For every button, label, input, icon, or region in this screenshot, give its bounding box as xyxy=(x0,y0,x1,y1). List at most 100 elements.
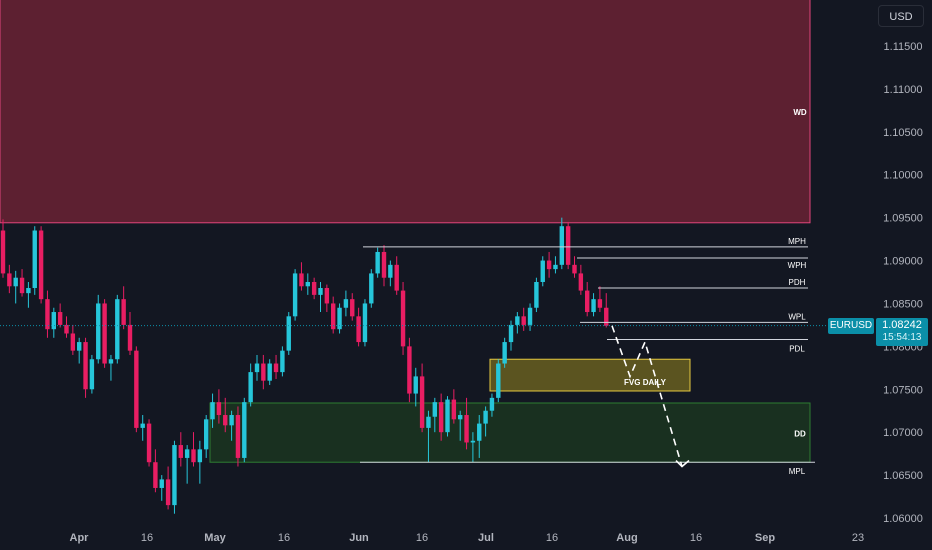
candle-body xyxy=(134,350,139,428)
candle-body xyxy=(432,402,437,417)
y-tick-label: 1.08500 xyxy=(883,298,923,310)
zone-label-dd: DD xyxy=(794,430,806,439)
current-price-value: 1.08242 xyxy=(882,319,922,331)
y-tick-label: 1.06500 xyxy=(883,470,923,482)
candle-body xyxy=(273,363,279,373)
candle-body xyxy=(146,423,152,463)
candle-body xyxy=(261,363,266,381)
candle-countdown: 15:54:13 xyxy=(882,332,922,343)
x-tick-label: 16 xyxy=(546,532,558,544)
candle-body xyxy=(540,260,545,282)
candle-body xyxy=(553,264,558,270)
candle-body xyxy=(57,312,63,325)
candle-body xyxy=(483,410,488,424)
symbol-tag: EURUSD xyxy=(828,318,874,334)
projection-arrowhead xyxy=(675,459,690,468)
level-label-mph: MPH xyxy=(788,237,806,246)
candle-body xyxy=(546,260,552,270)
candle-body xyxy=(70,333,76,351)
candle-body xyxy=(38,230,44,300)
candle-body xyxy=(153,462,158,488)
candle-body xyxy=(324,288,330,304)
zone-dd xyxy=(209,402,811,463)
candle-body xyxy=(242,402,247,458)
candle-body xyxy=(108,359,114,364)
candle-body xyxy=(369,273,374,304)
candle-body xyxy=(51,312,56,330)
candle-body xyxy=(299,273,304,287)
x-tick-label: 16 xyxy=(416,532,428,544)
candle-body xyxy=(559,226,564,265)
candle-body xyxy=(216,402,222,416)
x-tick-label: May xyxy=(204,532,226,544)
candle-body xyxy=(286,316,291,351)
candle-body xyxy=(508,324,514,343)
candle-body xyxy=(597,299,603,308)
candle-body xyxy=(407,346,412,394)
x-tick-label: 16 xyxy=(278,532,290,544)
zone-label-wd: WD xyxy=(793,108,807,117)
candle-body xyxy=(235,415,241,458)
candle-body xyxy=(254,363,260,373)
candle-body xyxy=(280,350,285,373)
candle-body xyxy=(197,449,203,463)
candle-body xyxy=(229,415,234,426)
y-tick-label: 1.06000 xyxy=(883,513,923,525)
candle-body xyxy=(210,402,215,420)
y-tick-label: 1.10000 xyxy=(883,170,923,182)
y-tick-label: 1.09500 xyxy=(883,213,923,225)
x-tick-label: 16 xyxy=(141,532,153,544)
candle-body xyxy=(184,449,190,458)
candle-body xyxy=(381,251,387,278)
candle-body xyxy=(159,479,164,488)
candle-body xyxy=(127,324,133,351)
candle-body xyxy=(89,359,95,390)
candle-body xyxy=(172,445,177,506)
candle-body xyxy=(591,299,596,313)
x-tick-label: 16 xyxy=(690,532,702,544)
candle-body xyxy=(515,316,520,325)
candle-body xyxy=(604,307,609,326)
candle-body xyxy=(502,342,507,364)
candle-body xyxy=(496,363,501,398)
candle-body xyxy=(426,416,431,428)
x-tick-label: Sep xyxy=(755,532,775,544)
zone-label-fvg-daily: FVG DAILY xyxy=(624,378,667,387)
currency-button[interactable]: USD xyxy=(878,5,924,27)
candle-body xyxy=(318,288,323,295)
candle-body xyxy=(521,316,526,325)
y-tick-label: 1.10500 xyxy=(883,127,923,139)
candle-body xyxy=(527,307,533,325)
candle-body xyxy=(165,479,171,506)
candle-body xyxy=(13,277,18,287)
level-label-wph: WPH xyxy=(788,261,807,270)
projection-path xyxy=(611,325,683,467)
candle-body xyxy=(394,264,399,291)
candle-body xyxy=(477,423,482,441)
candle-body xyxy=(489,397,495,411)
candle-body xyxy=(102,303,107,364)
candle-body xyxy=(578,273,584,291)
candle-body xyxy=(470,440,476,443)
candle-body xyxy=(445,399,450,433)
x-tick-label: Jul xyxy=(478,532,494,544)
candle-body xyxy=(331,303,336,330)
candle-body xyxy=(191,449,196,463)
candle-body xyxy=(388,264,393,278)
x-tick-label: Aug xyxy=(616,532,637,544)
candle-body xyxy=(140,423,145,428)
candle-body xyxy=(572,264,577,274)
candle-body xyxy=(375,251,380,274)
candle-body xyxy=(204,419,209,450)
candle-body xyxy=(362,303,368,343)
candle-body xyxy=(565,226,571,265)
y-tick-label: 1.07500 xyxy=(883,384,923,396)
candle-body xyxy=(305,282,310,287)
candle-body xyxy=(343,299,349,308)
candle-body xyxy=(0,230,6,274)
x-tick-label: 23 xyxy=(852,532,864,544)
candle-body xyxy=(178,445,183,458)
candle-body xyxy=(350,299,355,317)
candle-body xyxy=(96,303,101,360)
